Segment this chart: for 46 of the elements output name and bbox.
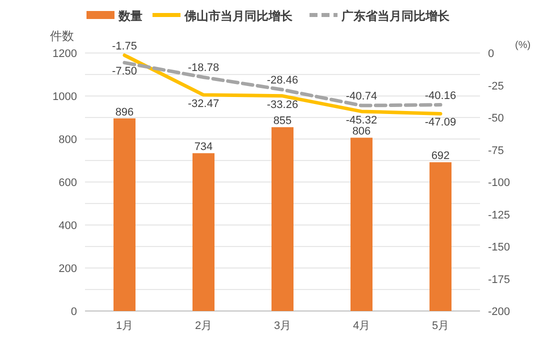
y2-tick-label: -50 [488, 112, 504, 124]
y2-tick-label: -200 [488, 306, 510, 318]
data-label: 855 [273, 115, 292, 128]
data-label: -40.74 [346, 90, 378, 103]
y2-tick-label: -150 [488, 242, 510, 254]
data-label: -1.75 [112, 40, 138, 52]
y-tick-label: 200 [58, 263, 77, 275]
y-tick-label: 1200 [52, 48, 77, 60]
y-tick-label: 800 [58, 134, 77, 146]
data-label: -32.47 [188, 98, 220, 110]
y2-tick-label: -125 [488, 209, 510, 222]
y-tick-label: 600 [58, 177, 77, 189]
data-label: -28.46 [266, 74, 298, 87]
y2-tick-label: 0 [488, 48, 494, 60]
y-tick-label: 400 [58, 220, 77, 232]
data-label: -47.09 [424, 116, 456, 129]
data-label: -18.78 [188, 62, 220, 74]
bar [272, 127, 294, 311]
y2-tick-label: -175 [488, 274, 510, 286]
y2-tick-label: -25 [488, 80, 504, 92]
bar [430, 162, 452, 311]
legend-label: 广东省当月同比增长 [340, 9, 450, 23]
x-tick-label: 5月 [432, 320, 450, 332]
y-tick-label: 0 [70, 306, 77, 318]
y2-axis-title: (%) [515, 40, 531, 51]
x-tick-label: 4月 [352, 320, 370, 332]
x-tick-label: 1月 [116, 320, 134, 332]
data-label: 734 [194, 141, 213, 154]
data-label: 692 [431, 150, 450, 162]
y-tick-label: 1000 [52, 91, 77, 103]
y2-tick-label: -75 [488, 144, 504, 157]
data-label: -40.16 [424, 90, 456, 102]
x-tick-label: 2月 [194, 320, 212, 332]
bar [114, 118, 136, 311]
y-axis-title: 件数 [50, 29, 74, 43]
data-label: -45.32 [346, 114, 378, 126]
data-label: -33.26 [266, 98, 298, 111]
bar [350, 138, 372, 311]
legend-label: 佛山市当月同比增长 [184, 9, 294, 23]
data-label: 806 [352, 126, 371, 138]
data-label: -7.50 [112, 66, 138, 78]
data-label: 896 [115, 106, 134, 118]
x-tick-label: 3月 [274, 320, 292, 332]
bar [192, 153, 214, 311]
y2-tick-label: -100 [488, 177, 510, 189]
legend-label: 数量 [118, 9, 142, 23]
